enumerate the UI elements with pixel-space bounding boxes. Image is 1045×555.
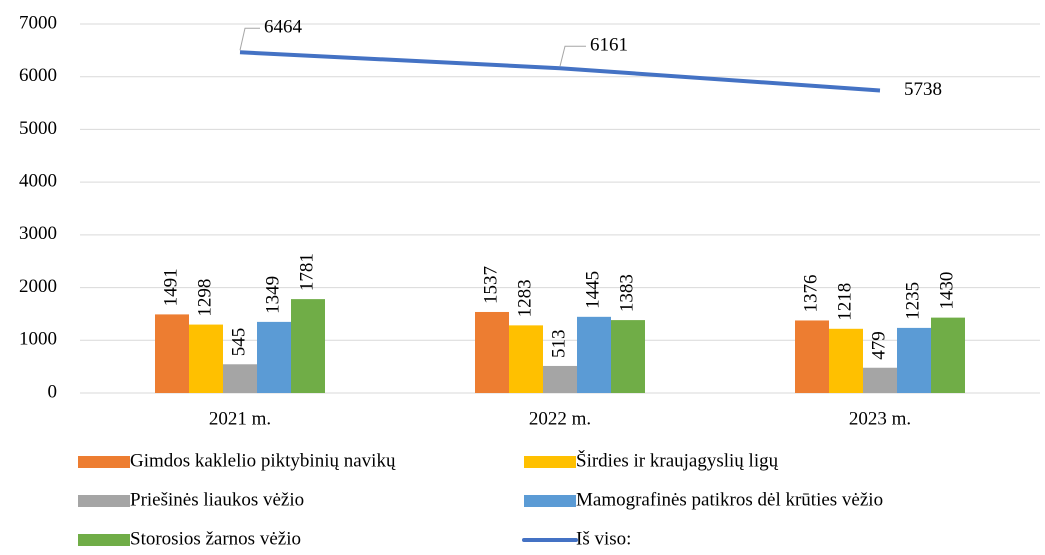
y-tick-label: 7000 (19, 12, 57, 33)
legend-swatch (524, 456, 576, 468)
data-label: 6161 (590, 35, 628, 56)
y-tick-label: 3000 (19, 223, 57, 244)
bar (223, 364, 257, 393)
x-tick-label: 2021 m. (209, 408, 271, 429)
leader-line (239, 27, 260, 51)
bar (611, 320, 645, 393)
data-label: 513 (548, 329, 569, 358)
y-tick-label: 5000 (19, 118, 57, 139)
data-label: 1537 (480, 266, 501, 304)
legend-swatch (78, 534, 130, 546)
bar (897, 327, 931, 393)
bar (189, 324, 223, 393)
legend-label: Iš viso: (576, 528, 631, 549)
line-series (239, 50, 881, 93)
data-label: 1445 (582, 271, 603, 309)
bar (543, 365, 577, 393)
leader-line (559, 45, 586, 67)
bar (795, 320, 829, 393)
data-label: 1430 (936, 272, 957, 310)
legend-swatch (524, 495, 576, 507)
bar (475, 311, 509, 393)
y-tick-label: 0 (48, 381, 58, 402)
legend-label: Gimdos kaklelio piktybinių navikų (130, 450, 396, 471)
y-tick-label: 4000 (19, 171, 57, 192)
bar (509, 325, 543, 393)
data-label: 1218 (834, 283, 855, 321)
bar (257, 321, 291, 393)
data-label: 1376 (800, 274, 821, 312)
y-tick-label: 1000 (19, 329, 57, 350)
data-label: 1298 (194, 279, 215, 317)
data-label: 1491 (160, 268, 181, 306)
bar (829, 328, 863, 393)
data-label: 1349 (262, 276, 283, 314)
data-label: 6464 (264, 17, 303, 38)
bar (577, 316, 611, 393)
legend-label: Priešinės liaukos vėžio (130, 489, 304, 510)
bar (931, 317, 965, 393)
bar (863, 367, 897, 393)
bar (155, 314, 189, 393)
data-label: 1781 (296, 253, 317, 291)
legend-swatch (78, 456, 130, 468)
y-tick-label: 6000 (19, 65, 57, 86)
bar (291, 299, 325, 393)
legend-label: Mamografinės patikros dėl krūties vėžio (576, 489, 883, 510)
data-label: 479 (868, 331, 889, 360)
legend-swatch (78, 495, 130, 507)
data-label: 545 (228, 328, 249, 357)
legend-label: Širdies ir kraujagyslių ligų (576, 449, 779, 471)
x-tick-label: 2023 m. (849, 408, 911, 429)
x-tick-label: 2022 m. (529, 408, 591, 429)
y-tick-label: 2000 (19, 276, 57, 297)
data-label: 1235 (902, 282, 923, 320)
data-label: 1283 (514, 279, 535, 317)
legend-label: Storosios žarnos vėžio (130, 528, 301, 549)
data-label: 5738 (904, 79, 942, 100)
data-label: 1383 (616, 274, 637, 312)
